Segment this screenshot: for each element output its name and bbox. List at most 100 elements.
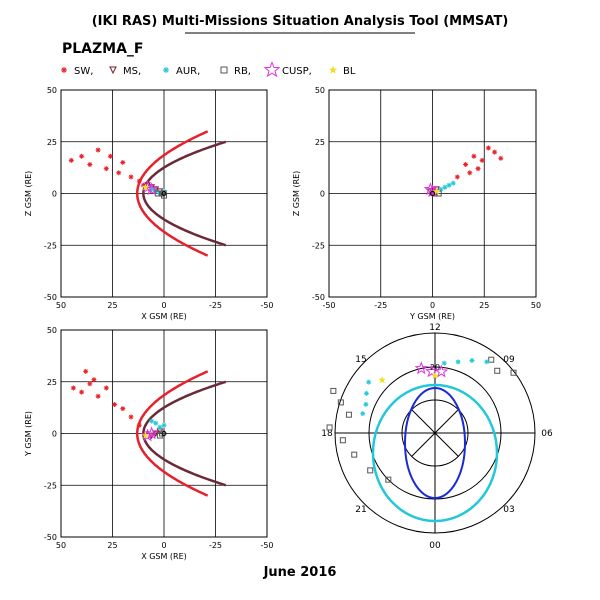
polar-spoke [434, 432, 459, 457]
x-axis-label: X GSM (RE) [141, 552, 187, 561]
legend-label: CUSP, [282, 66, 312, 77]
polar-point-rb [494, 367, 501, 374]
data-point-sw [492, 149, 498, 155]
panel-xy: 50 25 0 -25 -50 -50 -25 0 25 50 X GSM (RE) Y GSM (R… [24, 326, 274, 561]
data-point-cusp [423, 182, 438, 196]
legend-label: MS, [123, 66, 141, 77]
earth-marker [161, 431, 167, 436]
data-point-sw [136, 422, 142, 428]
y-tick-label: 50 [47, 326, 57, 335]
data-point-sw [95, 147, 101, 153]
x-axis-label: X GSM (RE) [141, 312, 187, 321]
data-point-bl [141, 183, 150, 191]
data-point-aur [446, 182, 452, 188]
y-axis-label: Z GSM (RE) [292, 171, 301, 217]
data-point-sw [83, 368, 89, 374]
legend-label: SW, [74, 66, 93, 77]
polar-point-rb [330, 387, 337, 394]
y-tick-label: -25 [44, 241, 57, 250]
polar-spoke [411, 409, 436, 434]
x-tick-label: -50 [260, 301, 273, 310]
polar-point-rb [367, 467, 374, 474]
polar-point-aur [455, 359, 461, 365]
polar-oval-outer [371, 383, 499, 523]
polar-point-rb [510, 369, 517, 376]
x-tick-label: 25 [107, 301, 117, 310]
data-point-aur [157, 424, 163, 430]
data-point-sw [95, 393, 101, 399]
legend-label: RB, [234, 66, 251, 77]
polar-point-rb [385, 476, 392, 483]
polar-point-aur [360, 411, 366, 417]
mlt-label: 18 [321, 429, 333, 439]
x-tick-label: -25 [374, 301, 387, 310]
y-tick-label: 0 [52, 190, 57, 199]
data-point-sw [120, 159, 126, 165]
y-tick-label: -50 [312, 293, 325, 302]
legend-label: AUR, [176, 66, 200, 77]
legend-item: RB, [220, 66, 251, 77]
data-point-sw [454, 174, 460, 180]
x-tick-label: 0 [161, 541, 166, 550]
data-point-sw [485, 145, 491, 151]
data-point-sw [79, 389, 85, 395]
y-tick-label: 50 [47, 86, 57, 95]
mlt-label: 21 [355, 505, 366, 515]
x-tick-label: 25 [479, 301, 489, 310]
x-tick-label: 0 [430, 301, 435, 310]
data-point-bl [141, 431, 150, 439]
mlt-label: 00 [429, 541, 441, 551]
data-point-cusp [144, 182, 159, 196]
polar-point-rb [345, 411, 352, 418]
mlt-label: 15 [355, 355, 366, 365]
polar-point-bl [378, 376, 386, 384]
data-point-sw [467, 170, 473, 176]
polar-point-bl [431, 371, 439, 379]
legend-marker [61, 67, 67, 73]
y-axis-label: Y GSM (RE) [24, 411, 33, 457]
panel-polar: 12 15 18 21 00 03 06 09 20 [321, 323, 553, 551]
data-point-sw [128, 414, 134, 420]
data-point-aur [442, 184, 448, 190]
data-point-sw [498, 155, 504, 161]
y-tick-label: 0 [52, 430, 57, 439]
legend-item: SW, [61, 66, 93, 77]
magnetopause-curve [142, 140, 227, 247]
x-tick-label: 0 [161, 301, 166, 310]
data-point-aur [153, 420, 159, 426]
legend-marker [109, 66, 117, 75]
data-point-sw [120, 406, 126, 412]
x-tick-label: -50 [322, 301, 335, 310]
data-point-bl [433, 187, 441, 195]
data-point-sw [471, 153, 477, 159]
y-tick-label: 50 [315, 86, 325, 95]
polar-point-rb [488, 356, 495, 363]
mlt-label: 12 [429, 323, 440, 333]
data-point-aur [450, 180, 456, 186]
data-point-aur [161, 422, 167, 428]
data-point-sw [479, 157, 485, 163]
polar-oval-inner [404, 387, 466, 499]
data-point-sw [68, 157, 74, 163]
plot-area [68, 130, 227, 257]
mlt-label: 06 [541, 429, 553, 439]
data-point-sw [112, 402, 118, 408]
polar-point-rb [326, 424, 333, 431]
x-tick-label: 50 [531, 301, 541, 310]
plot-area [70, 368, 227, 497]
x-tick-label: 25 [107, 541, 117, 550]
x-tick-label: -50 [260, 541, 273, 550]
polar-point-rb [339, 437, 346, 444]
data-point-sw [79, 153, 85, 159]
earth-marker [161, 191, 167, 196]
polar-point-aur [441, 360, 447, 366]
data-point-sw [103, 166, 109, 172]
x-tick-label: 50 [56, 541, 66, 550]
y-tick-label: 0 [320, 190, 325, 199]
y-tick-label: 25 [47, 138, 57, 147]
y-tick-label: -25 [44, 481, 57, 490]
bowshock-curve [135, 370, 209, 497]
y-tick-label: -50 [44, 293, 57, 302]
mlt-label: 09 [503, 355, 515, 365]
